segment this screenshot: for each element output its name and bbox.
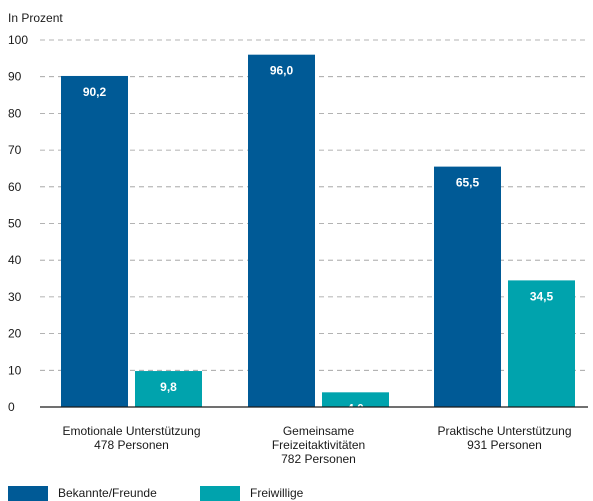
y-tick-label: 60 (8, 180, 22, 194)
category-label: Gemeinsame (283, 424, 355, 438)
category-label: 782 Personen (281, 452, 356, 466)
category-label: Freizeitaktivitäten (272, 438, 365, 452)
y-tick-label: 30 (8, 290, 22, 304)
data-label: 90,2 (83, 85, 107, 99)
y-tick-label: 100 (8, 33, 28, 47)
bar-freiwillige-1 (322, 392, 389, 407)
legend: Bekannte/Freunde Freiwillige (8, 486, 304, 501)
legend-label: Freiwillige (250, 486, 304, 500)
y-tick-label: 90 (8, 70, 22, 84)
y-tick-label: 50 (8, 217, 22, 231)
data-label: 4,0 (347, 401, 364, 415)
data-label: 65,5 (456, 176, 480, 190)
y-axis-title: In Prozent (8, 11, 63, 25)
category-label: 931 Personen (467, 438, 542, 452)
y-axis-ticks: 0 10 20 30 40 50 60 70 80 90 100 (8, 33, 28, 414)
bar-freiwillige-0 (135, 371, 202, 407)
y-tick-label: 10 (8, 363, 22, 377)
data-label: 9,8 (160, 380, 177, 394)
bar-bekannte-2 (434, 166, 501, 407)
y-tick-label: 70 (8, 143, 22, 157)
category-label: 478 Personen (94, 438, 169, 452)
data-label: 96,0 (270, 64, 294, 78)
legend-label: Bekannte/Freunde (58, 486, 157, 500)
bar-bekannte-1 (248, 54, 315, 408)
y-tick-label: 20 (8, 327, 22, 341)
y-tick-label: 0 (8, 400, 15, 414)
bars: 90,2 96,0 65,5 9,8 4,0 34,5 (61, 54, 575, 415)
y-tick-label: 40 (8, 253, 22, 267)
category-label: Emotionale Unterstützung (62, 424, 200, 438)
y-tick-label: 80 (8, 106, 22, 120)
legend-swatch (200, 486, 240, 501)
bar-bekannte-0 (61, 75, 128, 407)
category-label: Praktische Unterstützung (437, 424, 571, 438)
data-label: 34,5 (530, 289, 554, 303)
bar-freiwillige-2 (508, 280, 575, 407)
legend-swatch (8, 486, 48, 501)
